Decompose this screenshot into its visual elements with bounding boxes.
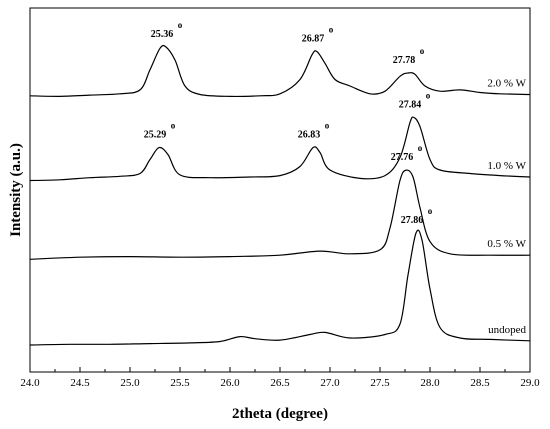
x-tick-label: 27.0 <box>320 377 340 389</box>
peak-value-label: 27.78 <box>393 55 416 66</box>
series-name-label: undoped <box>488 324 526 336</box>
x-axis-ticks: 24.0 24.5 25.0 25.5 26.0 26.5 27.0 27.5 28.0 28.5… <box>20 367 540 389</box>
x-tick-label: 24.0 <box>20 377 40 389</box>
peak-value-label: 27.84 <box>399 100 422 111</box>
x-tick-label: 26.0 <box>220 377 240 389</box>
x-axis-title: 2theta (degree) <box>232 406 328 422</box>
series-name-label: 0.5 % W <box>487 238 526 250</box>
peak-label-layer: 25.36 o 26.87 o 27.78 o 25.29 o 26.83 o 27.84 o 27.7… <box>144 20 433 226</box>
x-tick-label: 26.5 <box>270 377 290 389</box>
series-line-1 <box>29 116 531 182</box>
x-tick-label: 24.5 <box>70 377 90 389</box>
peak-marker-symbol: o <box>420 46 425 56</box>
peak-value-label: 25.36 <box>151 29 174 40</box>
x-tick-label: 29.0 <box>520 377 540 389</box>
peak-value-label: 26.83 <box>298 130 321 141</box>
series-line-0 <box>29 44 531 98</box>
series-layer: 2.0 % W 1.0 % W 0.5 % W undoped <box>29 44 531 346</box>
series-line-2 <box>29 169 531 260</box>
x-tick-label: 25.0 <box>120 377 140 389</box>
y-axis-title: Intensity (a.u.) <box>8 143 24 237</box>
peak-value-label: 26.87 <box>302 34 325 45</box>
peak-value-label: 27.76 <box>391 152 414 163</box>
peak-marker-symbol: o <box>325 121 330 131</box>
plot-frame <box>29 7 531 373</box>
x-tick-label: 27.5 <box>370 377 390 389</box>
x-tick-label: 28.5 <box>470 377 490 389</box>
peak-marker-symbol: o <box>171 121 176 131</box>
peak-marker-symbol: o <box>418 143 423 153</box>
series-name-label: 2.0 % W <box>487 77 526 89</box>
x-tick-label: 25.5 <box>170 377 190 389</box>
series-name-label: 1.0 % W <box>487 160 526 172</box>
x-tick-label: 28.0 <box>420 377 440 389</box>
peak-marker-symbol: o <box>428 206 433 216</box>
peak-marker-symbol: o <box>329 25 334 35</box>
peak-marker-symbol: o <box>426 91 431 101</box>
peak-value-label: 25.29 <box>144 130 167 141</box>
peak-value-label: 27.86 <box>401 215 424 226</box>
peak-marker-symbol: o <box>178 20 183 30</box>
series-line-3 <box>29 229 531 346</box>
